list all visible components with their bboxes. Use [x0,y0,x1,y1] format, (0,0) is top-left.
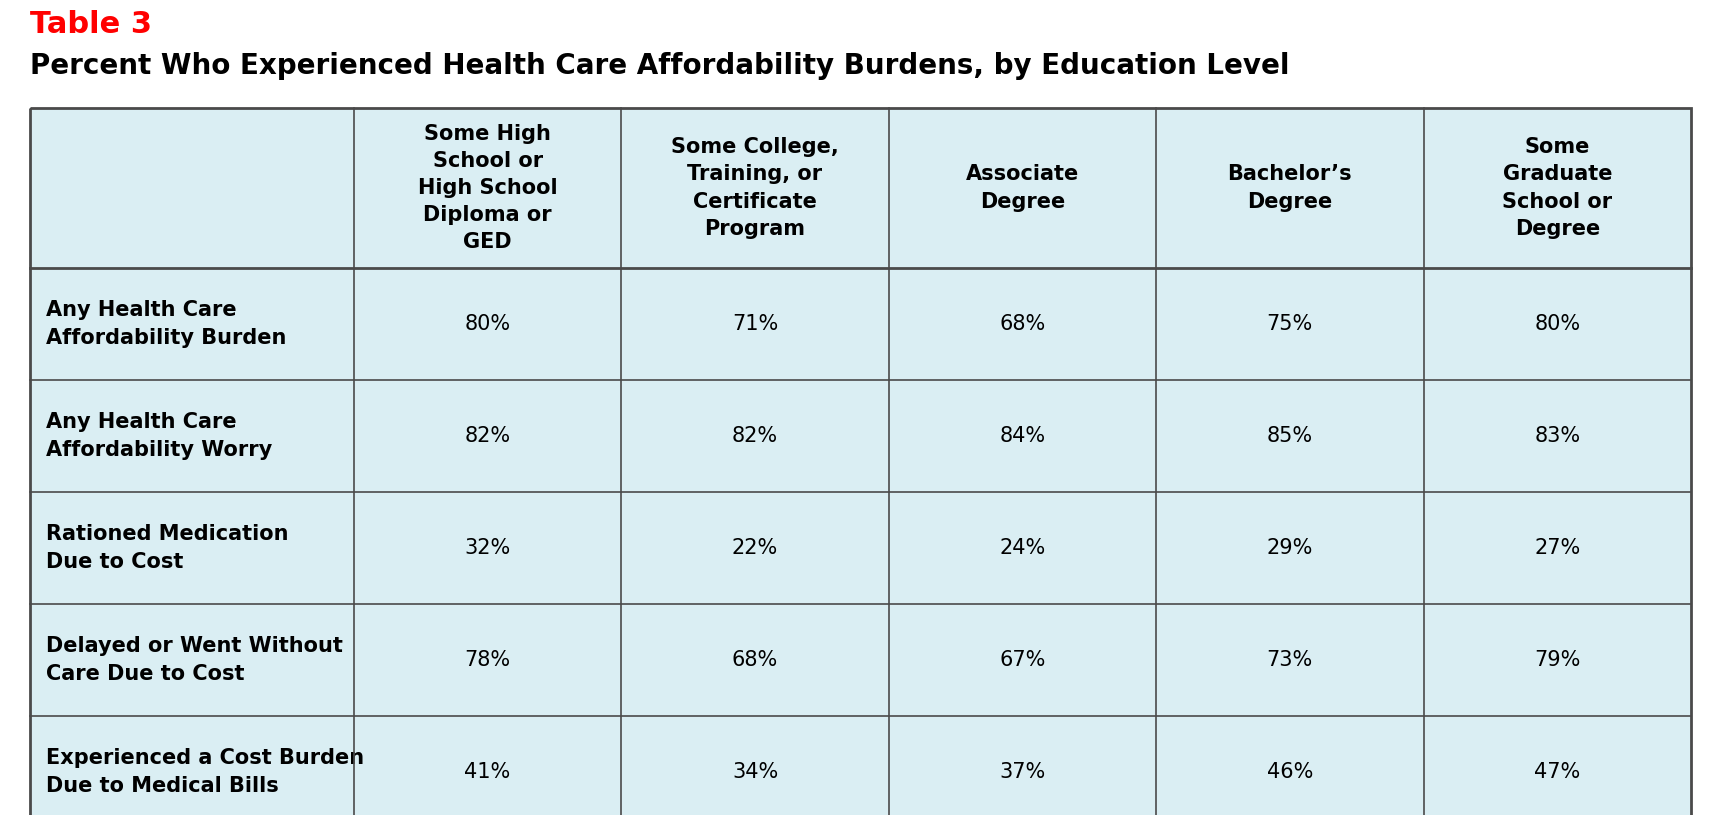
Text: 82%: 82% [731,426,778,446]
Text: Any Health Care
Affordability Worry: Any Health Care Affordability Worry [46,412,272,460]
Text: 67%: 67% [1000,650,1046,670]
Text: Some High
School or
High School
Diploma or
GED: Some High School or High School Diploma … [418,124,558,253]
Text: Some
Graduate
School or
Degree: Some Graduate School or Degree [1502,137,1613,239]
Text: 75%: 75% [1267,314,1313,334]
Text: 27%: 27% [1533,538,1580,558]
Text: 80%: 80% [1533,314,1580,334]
Bar [29,108,1692,815]
Text: Delayed or Went Without
Care Due to Cost: Delayed or Went Without Care Due to Cost [46,637,342,684]
Text: Some College,
Training, or
Certificate
Program: Some College, Training, or Certificate P… [671,137,838,239]
Text: 68%: 68% [1000,314,1046,334]
Text: 84%: 84% [1000,426,1046,446]
Text: 41%: 41% [465,762,511,782]
Text: 82%: 82% [465,426,511,446]
Text: 29%: 29% [1267,538,1313,558]
Text: Rationed Medication
Due to Cost: Rationed Medication Due to Cost [46,524,289,571]
Text: 71%: 71% [731,314,778,334]
Text: 24%: 24% [1000,538,1046,558]
Text: 78%: 78% [465,650,511,670]
Text: Bachelor’s
Degree: Bachelor’s Degree [1227,165,1353,212]
Text: Associate
Degree: Associate Degree [965,165,1079,212]
Text: 46%: 46% [1267,762,1313,782]
Text: 37%: 37% [1000,762,1046,782]
Text: 22%: 22% [731,538,778,558]
Text: 83%: 83% [1533,426,1580,446]
Text: 68%: 68% [731,650,778,670]
Text: 34%: 34% [731,762,778,782]
Text: 79%: 79% [1533,650,1580,670]
Text: Experienced a Cost Burden
Due to Medical Bills: Experienced a Cost Burden Due to Medical… [46,748,365,795]
Text: 73%: 73% [1267,650,1313,670]
Text: Any Health Care
Affordability Burden: Any Health Care Affordability Burden [46,301,286,348]
Text: 80%: 80% [465,314,511,334]
Text: 85%: 85% [1267,426,1313,446]
Text: 47%: 47% [1533,762,1580,782]
Text: Table 3: Table 3 [29,10,151,39]
Bar [29,108,1692,815]
Text: Percent Who Experienced Health Care Affordability Burdens, by Education Level: Percent Who Experienced Health Care Affo… [29,52,1289,80]
Text: 32%: 32% [465,538,511,558]
